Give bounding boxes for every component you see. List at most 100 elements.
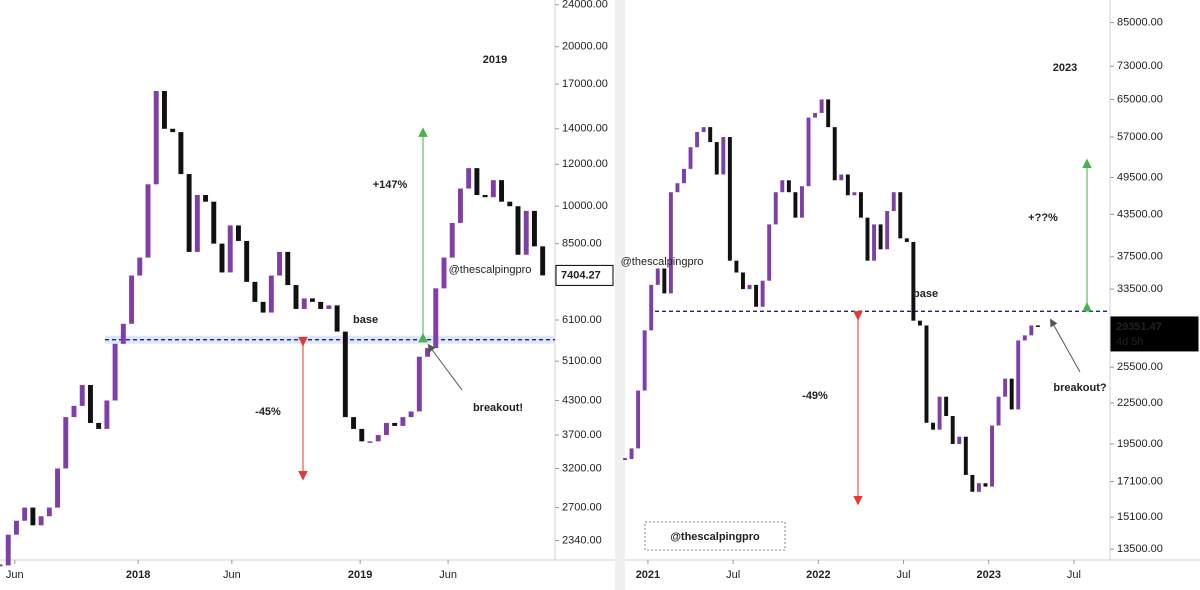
candle-body xyxy=(227,225,233,273)
candle-body xyxy=(865,217,870,261)
y-tick-label: 12000.00 xyxy=(562,158,608,170)
panel-title: 2023 xyxy=(1053,62,1077,74)
candle-body xyxy=(937,396,942,430)
candle-body xyxy=(839,174,844,181)
x-tick-label: 2021 xyxy=(636,569,660,581)
x-tick-label: Jun xyxy=(223,569,241,581)
candle-body xyxy=(235,225,241,241)
candle-body xyxy=(708,127,713,143)
y-tick-label: 19500.00 xyxy=(1117,438,1163,450)
candle-body xyxy=(780,180,785,193)
candle-body xyxy=(819,99,824,113)
candle-body xyxy=(944,396,949,417)
y-tick-label: 22500.00 xyxy=(1117,397,1163,409)
y-tick-label: 49500.00 xyxy=(1117,171,1163,183)
breakout-label: breakout? xyxy=(1053,382,1106,394)
y-tick-label: 15100.00 xyxy=(1117,511,1163,523)
candle-body xyxy=(129,275,135,324)
candle-body xyxy=(523,210,529,255)
candle-body xyxy=(727,137,732,261)
x-tick-label: 2019 xyxy=(348,569,372,581)
y-tick-label: 24000.00 xyxy=(562,0,608,11)
candle-body xyxy=(636,390,641,449)
candle-body xyxy=(507,201,513,207)
y-tick-label: 85000.00 xyxy=(1117,17,1163,29)
x-tick-label: Jul xyxy=(1067,569,1081,581)
candle-body xyxy=(203,195,209,202)
candle-body xyxy=(878,224,883,250)
candle-body xyxy=(161,90,167,129)
candle-body xyxy=(46,507,52,517)
candle-body xyxy=(277,251,283,276)
candle-body xyxy=(668,192,673,294)
candle-body xyxy=(416,356,422,412)
candle-body xyxy=(629,448,634,460)
watermark-box xyxy=(644,521,786,551)
candle-body xyxy=(309,298,315,302)
candle-body xyxy=(22,507,28,521)
candle-body xyxy=(793,192,798,218)
x-tick-label: Jun xyxy=(439,569,457,581)
x-tick-label: Jul xyxy=(726,569,740,581)
price-tag xyxy=(555,264,614,286)
candle-body xyxy=(244,240,250,282)
y-tick-label: 65000.00 xyxy=(1117,93,1163,105)
candle-body xyxy=(911,241,916,321)
candle-body xyxy=(760,280,765,307)
candle-body xyxy=(318,301,324,309)
candle-body xyxy=(931,422,936,430)
candle-body xyxy=(38,516,44,526)
candle-body xyxy=(104,400,110,429)
y-tick-label: 73000.00 xyxy=(1117,60,1163,72)
candle-body xyxy=(367,441,373,443)
candle-body xyxy=(351,417,357,429)
candle-body xyxy=(0,564,3,567)
candle-body xyxy=(400,417,406,426)
candle-body xyxy=(433,288,439,349)
candle-body xyxy=(383,422,389,436)
candle-body xyxy=(342,331,348,418)
candle-body xyxy=(996,396,1001,426)
y-tick-label: 10000.00 xyxy=(562,200,608,212)
candle-body xyxy=(87,384,93,423)
y-tick-label: 2700.00 xyxy=(562,501,602,513)
candle-body xyxy=(662,268,667,294)
candle-body xyxy=(688,147,693,169)
candle-body xyxy=(194,195,200,252)
candle-body xyxy=(852,192,857,196)
price-tag-value: 7404.27 xyxy=(561,269,601,281)
candle-body xyxy=(96,422,102,429)
candle-body xyxy=(786,180,791,193)
candle-body xyxy=(721,137,726,175)
candle-body xyxy=(1035,325,1040,327)
candle-body xyxy=(741,272,745,290)
candle-body xyxy=(499,180,505,202)
y-tick-label: 17100.00 xyxy=(1117,475,1163,487)
candle-body xyxy=(990,425,994,487)
candle-body xyxy=(466,168,472,189)
candle-body xyxy=(531,210,537,247)
candle-body xyxy=(1029,325,1034,336)
x-tick-label: Jul xyxy=(897,569,911,581)
breakout-pointer xyxy=(427,343,463,391)
candle-body xyxy=(714,142,719,175)
candle-body xyxy=(285,251,291,286)
candle-body xyxy=(457,188,463,223)
candle-body xyxy=(695,132,700,148)
candle-body xyxy=(137,257,143,276)
candle-body xyxy=(642,330,647,391)
price-tag-value: 29351.47 xyxy=(1116,321,1162,333)
candle-body xyxy=(79,384,85,406)
candle-body xyxy=(219,243,225,273)
candle-body xyxy=(773,192,778,225)
candle-body xyxy=(1022,335,1027,341)
price-axis-area xyxy=(1110,0,1200,590)
candle-body xyxy=(872,224,877,261)
candle-body xyxy=(1016,340,1021,410)
y-tick-label: 43500.00 xyxy=(1117,208,1163,220)
candle-body xyxy=(747,284,752,290)
candle-body xyxy=(178,132,184,175)
candle-body xyxy=(268,275,274,313)
y-tick-label: 8500.00 xyxy=(562,238,602,250)
